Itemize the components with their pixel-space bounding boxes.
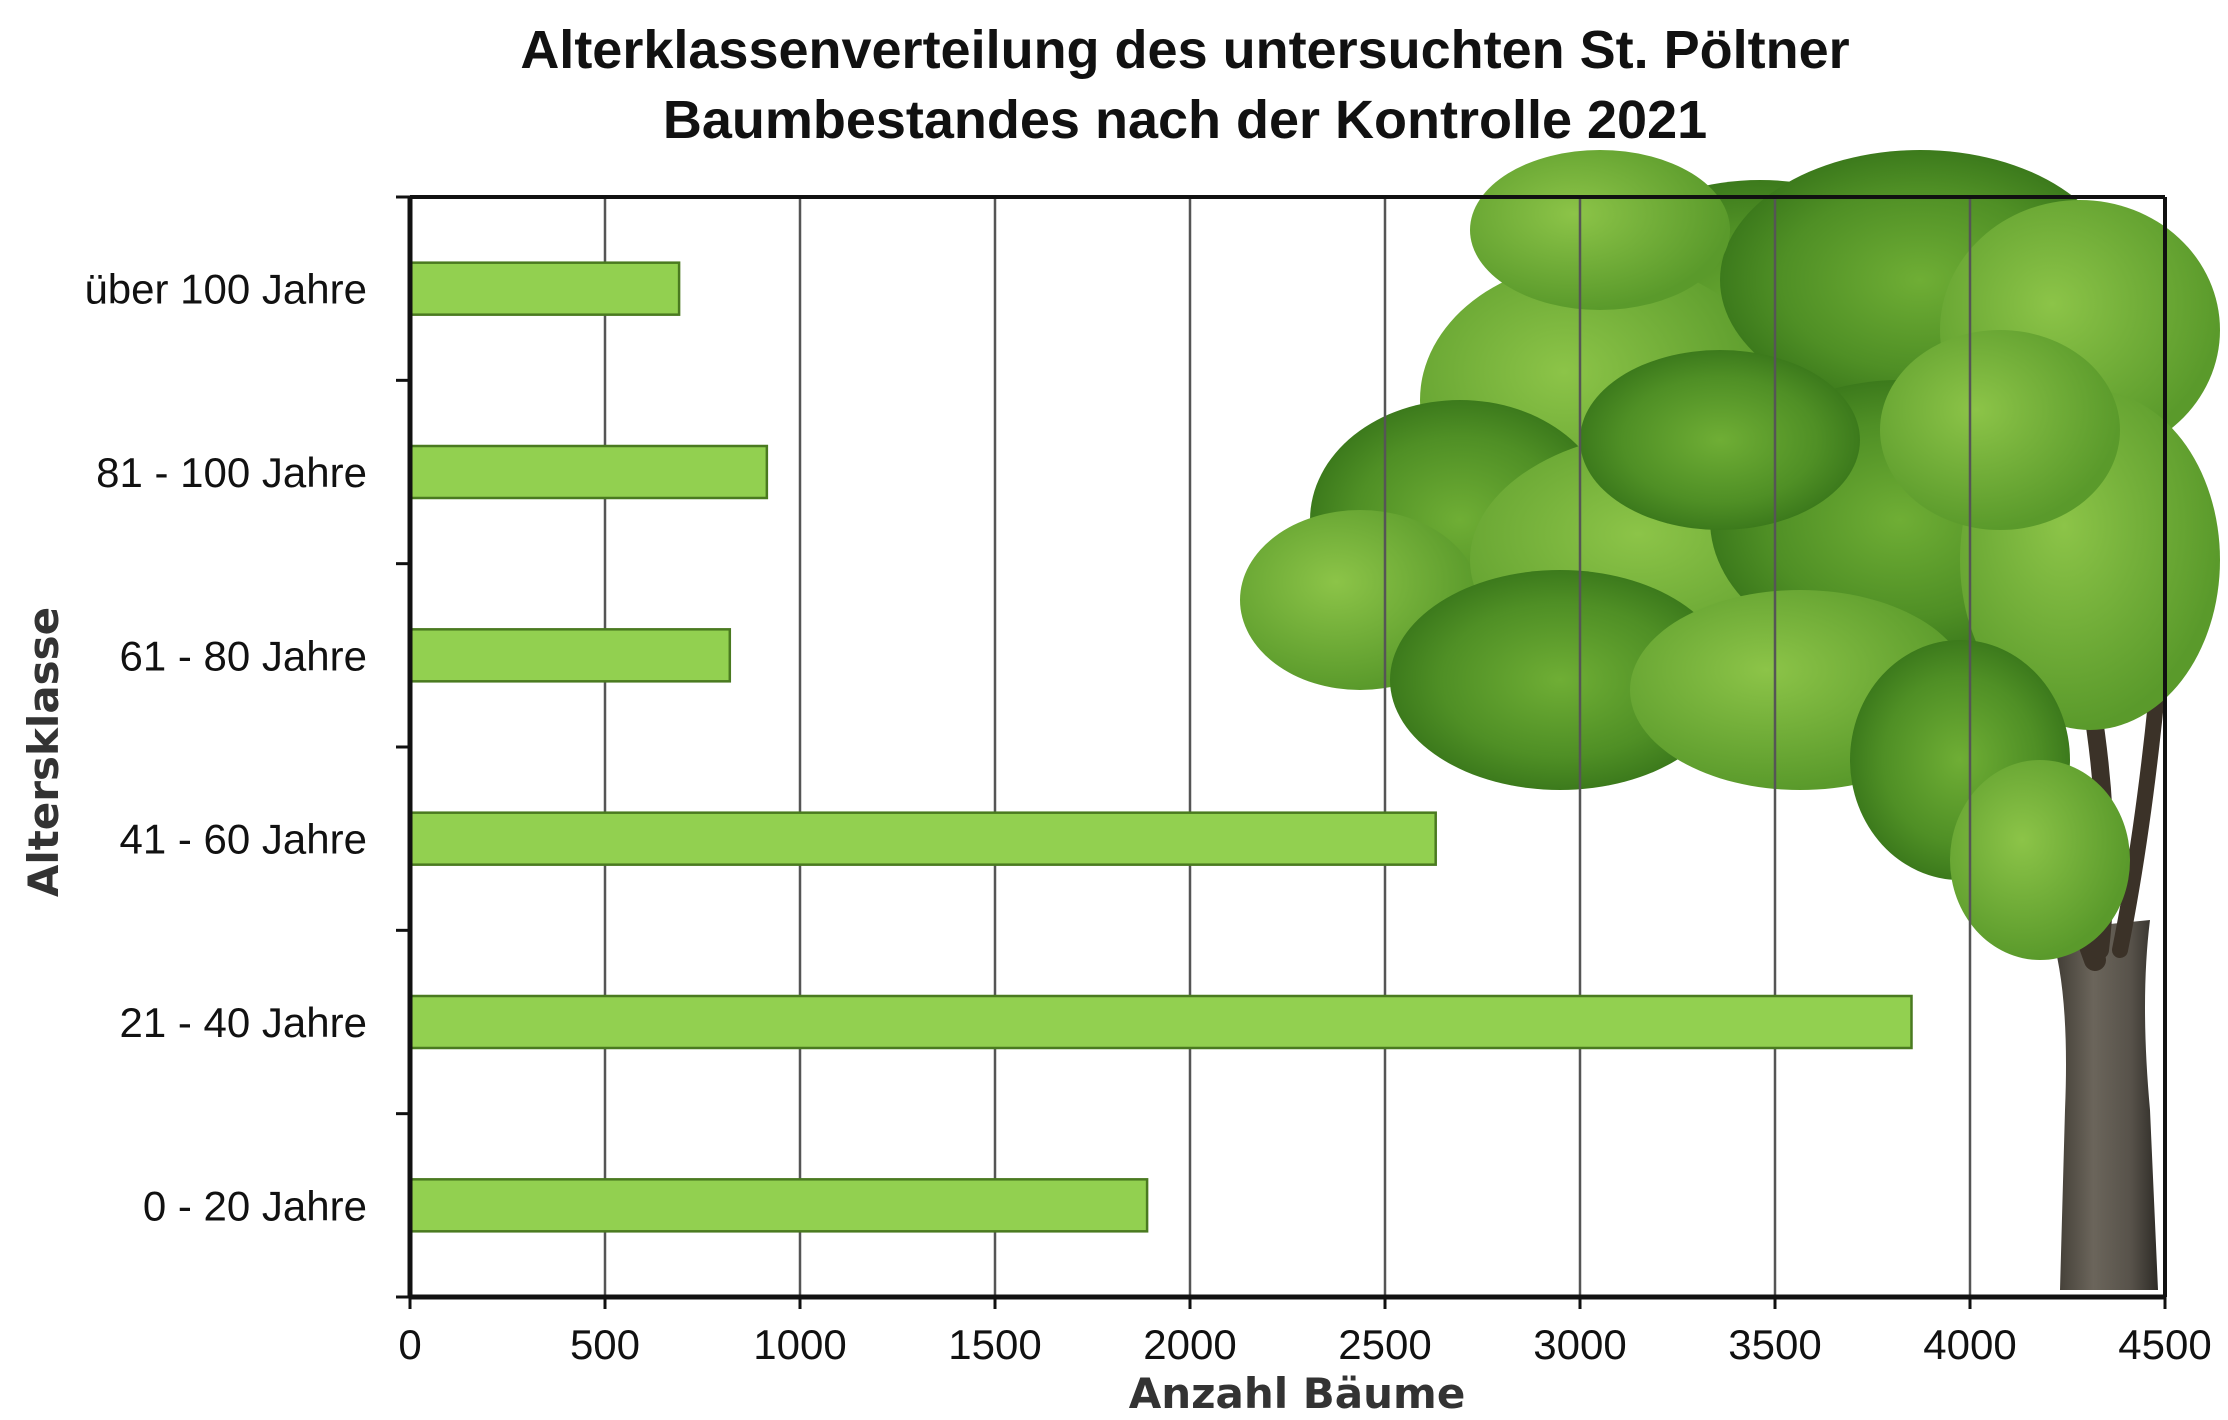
bar-3 — [408, 628, 732, 683]
x-tick-label-1000: 1000 — [753, 1321, 846, 1368]
axes — [396, 195, 2167, 1309]
bar-0 — [408, 1178, 1149, 1233]
y-category-labels: 0 - 20 Jahre 21 - 40 Jahre 41 - 60 Jahre 61… — [84, 266, 367, 1230]
x-tick-label-3000: 3000 — [1533, 1321, 1626, 1368]
y-category-label-0: 0 - 20 Jahre — [143, 1182, 367, 1229]
y-axis-title: Altersklasse — [19, 607, 68, 897]
bar-series — [408, 261, 1913, 1233]
chart-title-line-2: Baumbestandes nach der Kontrolle 2021 — [663, 90, 1707, 150]
bar-4 — [408, 444, 769, 500]
y-category-label-2: 41 - 60 Jahre — [120, 816, 368, 863]
x-tick-label-4000: 4000 — [1923, 1321, 2016, 1368]
bar-1 — [408, 994, 1913, 1050]
x-tick-label-500: 500 — [570, 1321, 640, 1368]
x-tick-label-3500: 3500 — [1728, 1321, 1821, 1368]
x-tick-label-2500: 2500 — [1338, 1321, 1431, 1368]
y-category-label-3: 61 - 80 Jahre — [120, 632, 368, 679]
x-tick-label-1500: 1500 — [948, 1321, 1041, 1368]
x-tick-label-4500: 4500 — [2118, 1321, 2211, 1368]
chart-title-line-1: Alterklassenverteilung des untersuchten … — [520, 20, 1849, 80]
bar-2 — [408, 811, 1437, 866]
x-tick-label-2000: 2000 — [1143, 1321, 1236, 1368]
oak-tree-illustration — [1240, 150, 2220, 1290]
x-tick-labels: 0 500 1000 1500 2000 2500 3000 3500 4000 4500 — [398, 1321, 2211, 1368]
y-category-label-1: 21 - 40 Jahre — [120, 999, 368, 1046]
x-tick-label-0: 0 — [398, 1321, 421, 1368]
y-category-label-4: 81 - 100 Jahre — [96, 449, 367, 496]
x-axis-title: Anzahl Bäume — [1129, 1369, 1466, 1418]
y-category-label-5: über 100 Jahre — [84, 266, 367, 313]
tree-trunk — [2050, 920, 2158, 1290]
bar-5 — [408, 261, 681, 316]
